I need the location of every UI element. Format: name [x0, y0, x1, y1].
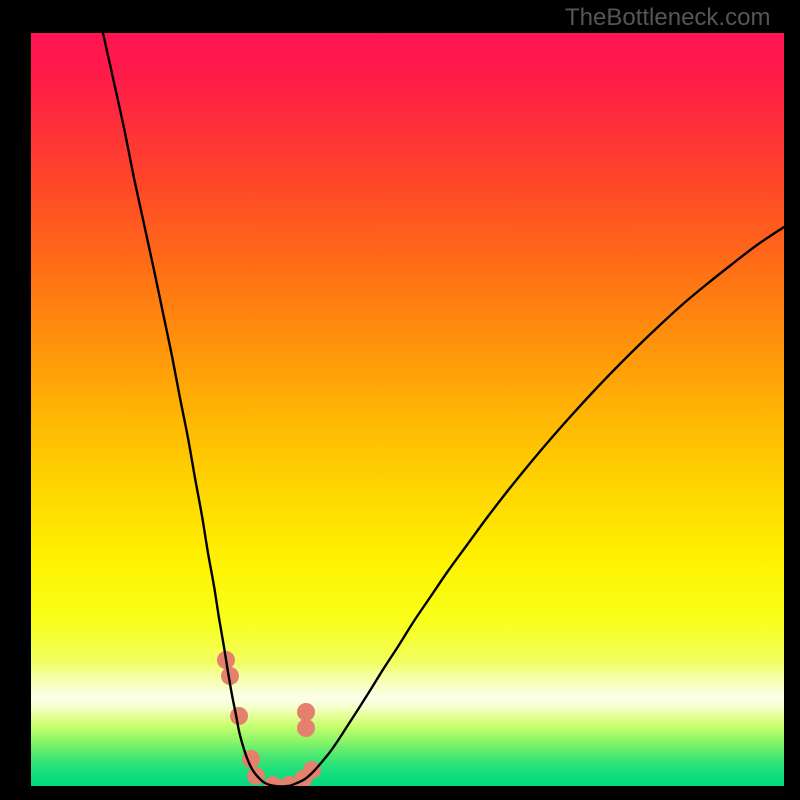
chart-svg: [31, 33, 784, 786]
data-marker: [230, 707, 248, 725]
gradient-background: [31, 33, 784, 786]
plot-area: [31, 33, 784, 786]
data-marker: [303, 761, 321, 779]
watermark-text: TheBottleneck.com: [565, 4, 770, 32]
data-marker: [297, 703, 315, 721]
data-marker: [297, 719, 315, 737]
